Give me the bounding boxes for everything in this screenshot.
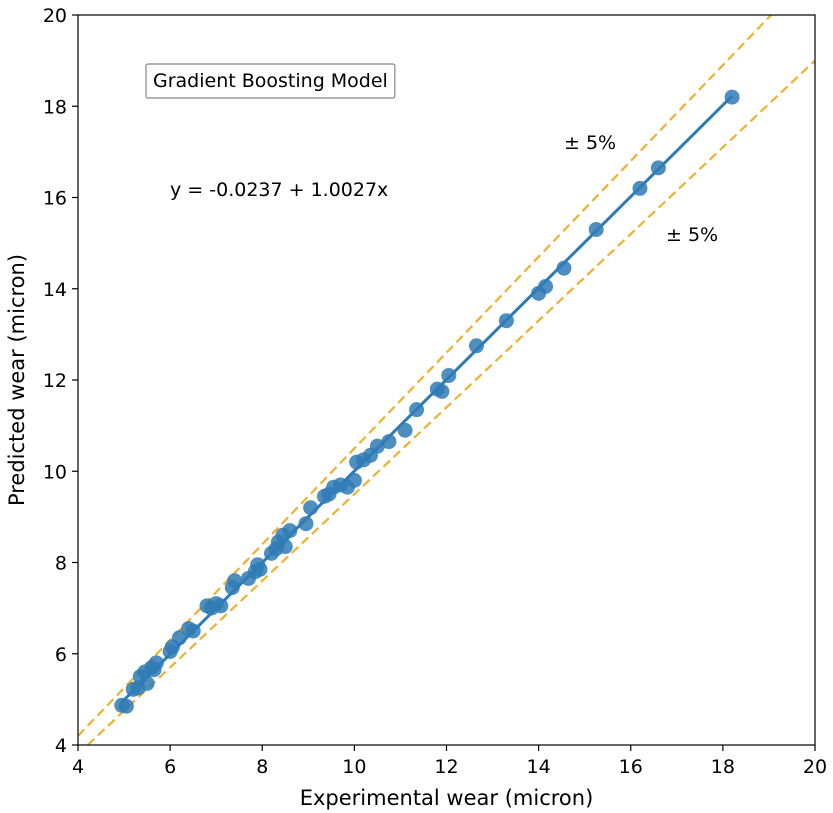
data-point	[139, 675, 155, 691]
model-label-box: Gradient Boosting Model	[145, 63, 396, 99]
data-points	[114, 89, 740, 714]
lower-band-line	[86, 59, 816, 746]
y-tick-label: 8	[55, 553, 67, 575]
data-point	[252, 561, 268, 577]
data-point	[227, 573, 243, 589]
y-tick-label: 12	[43, 370, 67, 392]
x-tick-label: 18	[711, 756, 735, 778]
data-point	[381, 434, 397, 450]
y-tick-label: 6	[55, 644, 67, 666]
data-point	[538, 278, 554, 294]
y-axis-title: Predicted wear (micron)	[5, 254, 29, 506]
model-label: Gradient Boosting Model	[153, 70, 388, 92]
upper-band-line	[77, 14, 772, 737]
x-axis-ticks: 4 6 8 10 12 14 16 18 20	[72, 745, 827, 778]
y-tick-label: 20	[43, 5, 67, 27]
data-point	[441, 367, 457, 383]
y-tick-label: 14	[43, 279, 67, 301]
lower-band-label: ± 5%	[666, 224, 718, 246]
data-point	[556, 260, 572, 276]
tolerance-bands	[77, 14, 816, 746]
data-point	[298, 516, 314, 532]
x-tick-label: 20	[803, 756, 827, 778]
x-tick-label: 16	[619, 756, 643, 778]
x-tick-label: 14	[527, 756, 551, 778]
x-tick-label: 8	[256, 756, 268, 778]
data-point	[498, 313, 514, 329]
data-point	[148, 655, 164, 671]
x-tick-label: 12	[434, 756, 458, 778]
y-tick-label: 18	[43, 96, 67, 118]
data-point	[185, 623, 201, 639]
data-point	[369, 438, 385, 454]
data-point	[632, 180, 648, 196]
y-tick-label: 4	[55, 735, 67, 757]
data-point	[650, 160, 666, 176]
data-point	[171, 630, 187, 646]
y-tick-label: 10	[43, 461, 67, 483]
data-point	[277, 539, 293, 555]
data-point	[346, 472, 362, 488]
data-point	[724, 89, 740, 105]
data-point	[282, 523, 298, 539]
y-tick-label: 16	[43, 188, 67, 210]
data-point	[118, 698, 134, 714]
x-axis-title: Experimental wear (micron)	[300, 786, 594, 810]
x-tick-label: 6	[164, 756, 176, 778]
upper-band-label: ± 5%	[564, 132, 616, 154]
data-point	[409, 402, 425, 418]
x-tick-label: 10	[342, 756, 366, 778]
data-point	[303, 500, 319, 516]
x-tick-label: 4	[72, 756, 84, 778]
model-label-frame	[145, 63, 396, 99]
data-point	[588, 221, 604, 237]
data-point	[468, 338, 484, 354]
regression-equation: y = -0.0237 + 1.0027x	[170, 179, 388, 201]
y-axis-ticks: 4 6 8 10 12 14 16 18 20	[43, 5, 78, 757]
data-point	[213, 598, 229, 614]
data-point	[434, 383, 450, 399]
data-point	[397, 422, 413, 438]
